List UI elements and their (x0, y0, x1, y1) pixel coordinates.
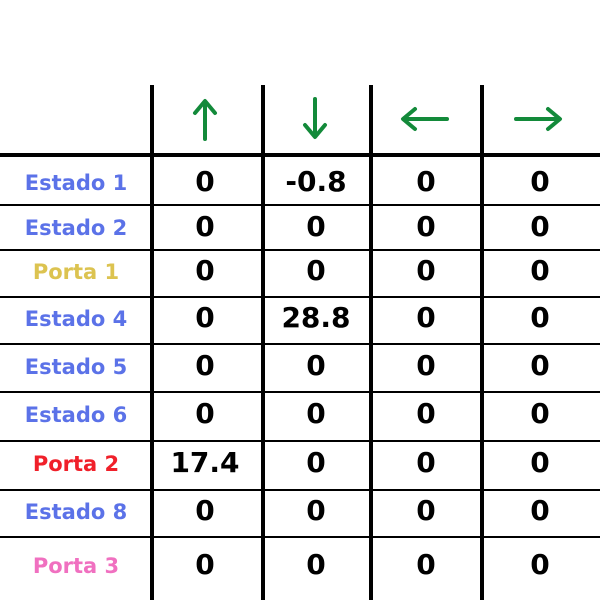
table-cell: 0 (195, 210, 215, 243)
table-cell: 0 (416, 494, 436, 527)
table-cell: 0 (530, 165, 550, 198)
row-label: Estado 5 (24, 355, 128, 379)
table-cell: 0 (195, 397, 215, 430)
table-cell: 0 (306, 210, 326, 243)
row-divider (0, 536, 600, 538)
column-divider (150, 85, 154, 600)
table-cell: 0 (416, 301, 436, 334)
table-cell: 0 (530, 254, 550, 287)
table-cell: 0 (306, 446, 326, 479)
table-cell: 0 (195, 349, 215, 382)
row-divider (0, 440, 600, 442)
table-cell: 0 (195, 494, 215, 527)
column-divider (261, 85, 265, 600)
arrow-left-icon (375, 95, 475, 143)
column-divider (480, 85, 484, 600)
table-cell: 0 (530, 210, 550, 243)
arrow-right-icon (488, 95, 588, 143)
table-cell: 0 (195, 165, 215, 198)
row-label: Estado 6 (24, 403, 128, 427)
table-cell: 0 (306, 397, 326, 430)
row-divider (0, 204, 600, 206)
table-cell: 0 (530, 397, 550, 430)
table-cell: 0 (416, 397, 436, 430)
row-divider (0, 489, 600, 491)
row-divider (0, 343, 600, 345)
row-label: Estado 8 (24, 500, 128, 524)
table-cell: 0 (530, 548, 550, 581)
row-divider (0, 249, 600, 251)
arrow-down-icon (265, 95, 365, 143)
table-cell: 0 (306, 349, 326, 382)
row-label: Estado 4 (24, 307, 128, 331)
table-cell: 0 (416, 349, 436, 382)
table-cell: 0 (306, 254, 326, 287)
table-cell: 0 (416, 446, 436, 479)
row-label: Porta 1 (32, 260, 120, 284)
table-cell: 0 (530, 494, 550, 527)
table-cell: 0 (306, 494, 326, 527)
table-cell: -0.8 (285, 165, 347, 198)
table-cell: 0 (195, 301, 215, 334)
table-cell: 0 (306, 548, 326, 581)
row-label: Porta 3 (32, 554, 120, 578)
row-label: Estado 2 (24, 216, 128, 240)
row-divider (0, 391, 600, 393)
table-cell: 28.8 (281, 301, 351, 334)
row-label: Porta 2 (32, 452, 120, 476)
table-cell: 0 (416, 210, 436, 243)
arrow-up-icon (155, 95, 255, 143)
row-label: Estado 1 (24, 171, 128, 195)
table-cell: 0 (416, 548, 436, 581)
table-cell: 0 (416, 165, 436, 198)
table-cell: 0 (195, 548, 215, 581)
table-cell: 0 (195, 254, 215, 287)
table-cell: 17.4 (170, 446, 240, 479)
header-divider (0, 153, 600, 157)
table-cell: 0 (530, 349, 550, 382)
table-cell: 0 (530, 301, 550, 334)
table-cell: 0 (530, 446, 550, 479)
row-divider (0, 296, 600, 298)
table-cell: 0 (416, 254, 436, 287)
column-divider (369, 85, 373, 600)
